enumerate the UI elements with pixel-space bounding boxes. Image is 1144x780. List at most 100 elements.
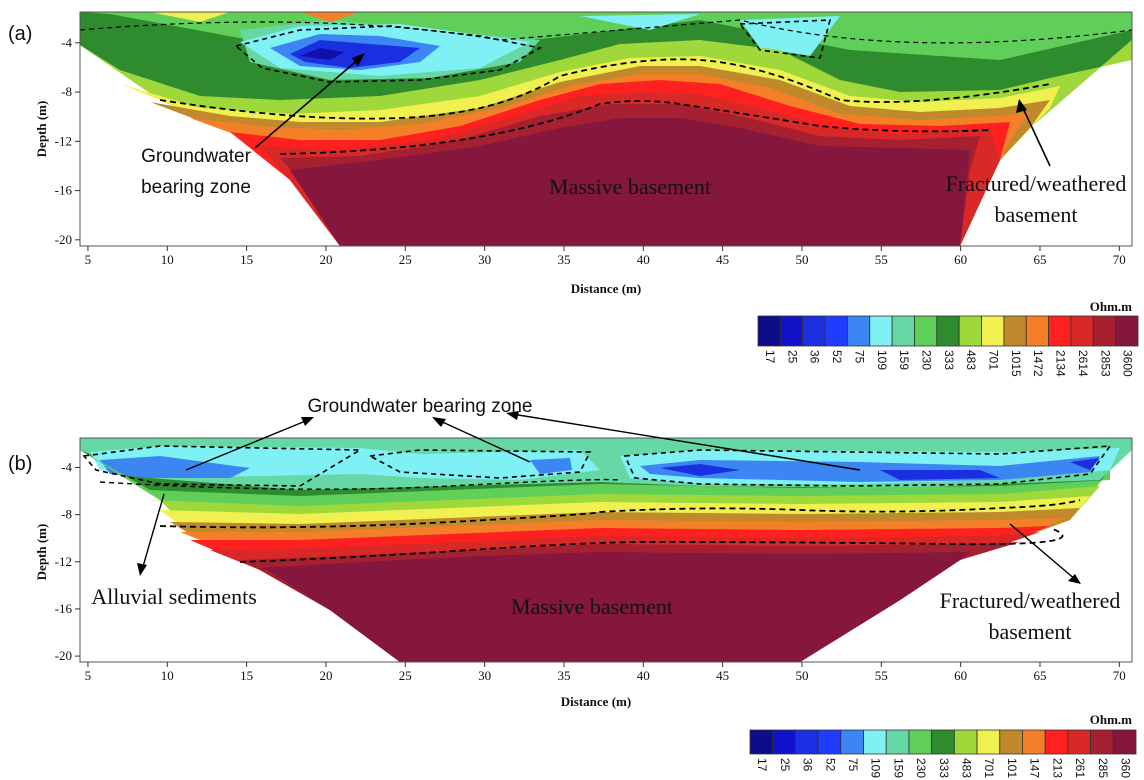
panel-a-xtick-label: 40 bbox=[637, 252, 650, 267]
panel-b-heatmap bbox=[80, 438, 1132, 662]
panel-a-xtick-label: 15 bbox=[240, 252, 253, 267]
panel-b-xtick-label: 70 bbox=[1113, 668, 1126, 683]
colorbar-a-swatch bbox=[1092, 315, 1117, 347]
panel-a-annot-fr2: basement bbox=[994, 202, 1077, 227]
panel-a-axes: 5 10 15 20 25 30 35 40 45 50 55 60 65 70 -4 -8 -12 -16 -20 bbox=[55, 35, 1126, 267]
panel-a-annot-gw2: bearing zone bbox=[141, 177, 251, 198]
panel-a: (a) bbox=[8, 11, 1133, 296]
colorbar-b-swatch bbox=[749, 729, 774, 755]
colorbar-b-swatch bbox=[885, 729, 910, 755]
colorbar-b-label: 159 bbox=[891, 758, 905, 778]
panel-a-xtick-label: 70 bbox=[1113, 252, 1126, 267]
panel-a-ytick-label: -8 bbox=[61, 84, 72, 99]
colorbar-a-swatch bbox=[869, 315, 893, 347]
panel-b: (b) bbox=[8, 396, 1133, 709]
panel-a-ytick-label: -16 bbox=[55, 183, 73, 198]
panel-b-arrow-gw2 bbox=[437, 419, 531, 463]
panel-b-arrow-al bbox=[141, 493, 165, 571]
colorbar-a-label: 1015 bbox=[1009, 350, 1023, 377]
colorbar-a-label: 1472 bbox=[1031, 350, 1045, 377]
panel-a-xtick-label: 50 bbox=[795, 252, 808, 267]
colorbar-b-swatch bbox=[817, 729, 842, 755]
colorbar-b-swatch bbox=[772, 729, 796, 755]
panel-b-xtick-label: 15 bbox=[240, 668, 253, 683]
panel-a-xtick-label: 60 bbox=[954, 252, 967, 267]
colorbar-a-swatch bbox=[1070, 315, 1094, 347]
panel-a-contour-lower bbox=[279, 100, 991, 155]
colorbar-b-label: 333 bbox=[937, 758, 951, 778]
panel-b-ytick-label: -20 bbox=[55, 648, 72, 663]
panel-b-ylabel: Depth (m) bbox=[34, 524, 49, 581]
colorbar-b-swatch bbox=[863, 729, 887, 755]
panel-b-annot-al: Alluvial sediments bbox=[91, 584, 257, 609]
panel-a-ytick-label: -12 bbox=[55, 133, 72, 148]
colorbar-a-swatch bbox=[981, 315, 1005, 347]
panel-a-xtick-label: 35 bbox=[557, 252, 570, 267]
colorbar-a-label: 701 bbox=[987, 350, 1001, 370]
colorbar-b-swatch bbox=[1022, 729, 1046, 755]
panel-b-xtick-label: 60 bbox=[954, 668, 967, 683]
panel-b-ytick-label: -16 bbox=[55, 601, 73, 616]
colorbar-a-swatch bbox=[802, 315, 826, 347]
panel-a-contour-upper bbox=[159, 58, 1051, 120]
colorbar-b-label: 285 bbox=[1096, 758, 1110, 778]
colorbar-b-label: 483 bbox=[960, 758, 974, 778]
panel-a-xlabel: Distance (m) bbox=[571, 281, 641, 296]
panel-b-annot-fr1: Fractured/weathered bbox=[940, 588, 1121, 613]
panel-a-xtick-label: 10 bbox=[161, 252, 174, 267]
panel-a-arrow-gw bbox=[254, 57, 361, 149]
panel-b-letter: (b) bbox=[8, 453, 32, 475]
colorbar-b-swatch bbox=[1090, 729, 1114, 755]
panel-b-xtick-label: 50 bbox=[795, 668, 808, 683]
colorbar-a-label: 483 bbox=[964, 350, 978, 370]
colorbar-a-label: 230 bbox=[919, 350, 933, 370]
panel-b-xtick-label: 40 bbox=[637, 668, 650, 683]
colorbar-b-label: 261 bbox=[1073, 758, 1087, 778]
panel-b-xtick-label: 30 bbox=[478, 668, 491, 683]
colorbar-a-label: 3600 bbox=[1121, 350, 1135, 377]
colorbar-b-swatch bbox=[1112, 729, 1137, 755]
panel-b-annot-mb: Massive basement bbox=[511, 594, 673, 619]
colorbar-b-label: 52 bbox=[823, 758, 837, 772]
colorbar-a-swatch bbox=[914, 315, 938, 347]
panel-a-xtick-label: 55 bbox=[875, 252, 888, 267]
colorbar-b-swatch bbox=[908, 729, 933, 755]
colorbar-a-swatch bbox=[1003, 315, 1027, 347]
panel-a-ytick-label: -20 bbox=[55, 232, 72, 247]
panel-b-arrow-gw1 bbox=[185, 419, 309, 471]
colorbar-b-label: 36 bbox=[801, 758, 815, 772]
panel-b-contour-upper bbox=[159, 499, 1081, 529]
colorbar-a-swatch bbox=[958, 315, 982, 347]
colorbar-a-swatch bbox=[824, 315, 848, 347]
colorbar-b-label: 701 bbox=[982, 758, 996, 778]
colorbar-a-swatch bbox=[779, 315, 804, 347]
colorbar-b-label: 17 bbox=[755, 758, 769, 772]
colorbar-b-swatch bbox=[1067, 729, 1091, 755]
colorbar-b-swatch bbox=[840, 729, 864, 755]
panel-b-xtick-label: 20 bbox=[319, 668, 332, 683]
panel-b-annot-gw: Groundwater bearing zone bbox=[308, 396, 533, 417]
panel-a-annot-gw1: Groundwater bbox=[141, 146, 252, 167]
panel-b-axes: 5 10 15 20 25 30 35 40 45 50 55 60 65 70 -4 -8 -12 -16 -20 bbox=[55, 459, 1126, 683]
colorbar-b-label: 213 bbox=[1050, 758, 1064, 778]
panel-a-xtick-label: 5 bbox=[85, 252, 92, 267]
colorbar-a-swatch bbox=[847, 315, 871, 347]
panel-a-ytick-label: -4 bbox=[61, 35, 72, 50]
panel-b-xtick-label: 55 bbox=[875, 668, 888, 683]
colorbar-a-label: 36 bbox=[808, 350, 822, 364]
panel-b-arrow-fr bbox=[1009, 523, 1077, 581]
colorbar-b-swatch bbox=[953, 729, 978, 755]
panel-b-xtick-label: 10 bbox=[161, 668, 174, 683]
panel-a-annot-mb: Massive basement bbox=[549, 174, 711, 199]
colorbar-a-label: 25 bbox=[785, 350, 799, 364]
colorbar-b-label: 75 bbox=[846, 758, 860, 772]
panel-b-annot-fr2: basement bbox=[988, 619, 1071, 644]
colorbar-a-swatch bbox=[1025, 315, 1049, 347]
colorbar-b-label: 230 bbox=[914, 758, 928, 778]
colorbar-a-swatch bbox=[1048, 315, 1072, 347]
panel-b-xtick-label: 5 bbox=[85, 668, 92, 683]
colorbar-b-swatch bbox=[795, 729, 819, 755]
colorbar-a-label: 159 bbox=[897, 350, 911, 370]
colorbar-a-unit: Ohm.m bbox=[1090, 299, 1132, 314]
